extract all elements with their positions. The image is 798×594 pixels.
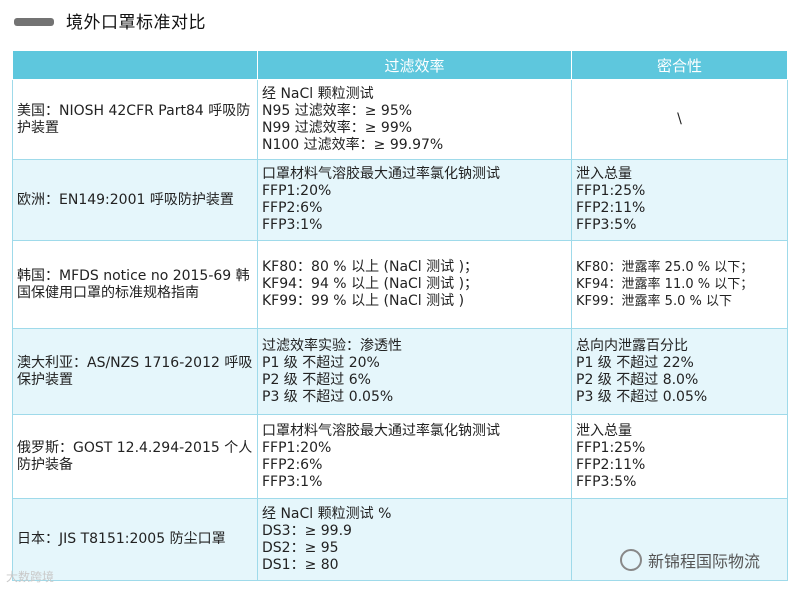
header-region — [12, 50, 258, 80]
fit-cell — [571, 498, 788, 581]
region-cell: 欧洲：EN149:2001 呼吸防护装置 — [12, 159, 258, 241]
table-row: 韩国：MFDS notice no 2015-69 韩国保健用口罩的标准规格指南… — [12, 240, 788, 329]
page-title: 境外口罩标准对比 — [66, 13, 206, 33]
watermark-right-text: 新锦程国际物流 — [648, 552, 761, 571]
fit-cell: KF80：泄露率 25.0 % 以下； KF94：泄露率 11.0 % 以下； … — [571, 240, 788, 329]
region-cell: 美国：NIOSH 42CFR Part84 呼吸防护装置 — [12, 79, 258, 160]
region-cell: 澳大利亚：AS/NZS 1716-2012 呼吸保护装置 — [12, 328, 258, 415]
header-filtration: 过滤效率 — [257, 50, 572, 80]
filtration-cell: 经 NaCl 颗粒测试 % DS3：≥ 99.9 DS2：≥ 95 DS1：≥ … — [257, 498, 572, 581]
filtration-cell: KF80：80 % 以上 (NaCl 测试 )； KF94：94 % 以上 (N… — [257, 240, 572, 329]
filtration-cell: 口罩材料气溶胶最大通过率氯化钠测试 FFP1:20% FFP2:6% FFP3:… — [257, 159, 572, 241]
header-fit: 密合性 — [571, 50, 788, 80]
region-cell: 俄罗斯：GOST 12.4.294-2015 个人防护装备 — [12, 414, 258, 499]
table-row: 澳大利亚：AS/NZS 1716-2012 呼吸保护装置 过滤效率实验：渗透性 … — [12, 328, 788, 415]
table-row: 日本：JIS T8151:2005 防尘口罩 经 NaCl 颗粒测试 % DS3… — [12, 498, 788, 581]
filtration-cell: 经 NaCl 颗粒测试 N95 过滤效率：≥ 95% N99 过滤效率：≥ 99… — [257, 79, 572, 160]
table-row: 美国：NIOSH 42CFR Part84 呼吸防护装置 经 NaCl 颗粒测试… — [12, 79, 788, 160]
region-cell: 韩国：MFDS notice no 2015-69 韩国保健用口罩的标准规格指南 — [12, 240, 258, 329]
standards-table: 过滤效率 密合性 美国：NIOSH 42CFR Part84 呼吸防护装置 经 … — [12, 50, 788, 581]
fit-cell: 泄入总量 FFP1:25% FFP2:11% FFP3:5% — [571, 159, 788, 241]
filtration-cell: 口罩材料气溶胶最大通过率氯化钠测试 FFP1:20% FFP2:6% FFP3:… — [257, 414, 572, 499]
watermark-left: 大数跨境 — [6, 570, 55, 584]
fit-cell: \ — [571, 79, 788, 160]
region-cell: 日本：JIS T8151:2005 防尘口罩 — [12, 498, 258, 581]
watermark-right: 新锦程国际物流 — [620, 548, 760, 572]
table-row: 欧洲：EN149:2001 呼吸防护装置 口罩材料气溶胶最大通过率氯化钠测试 F… — [12, 159, 788, 241]
filtration-cell: 过滤效率实验：渗透性 P1 级 不超过 20% P2 级 不超过 6% P3 级… — [257, 328, 572, 415]
blurred-logo — [14, 18, 54, 26]
fit-cell: 泄入总量 FFP1:25% FFP2:11% FFP3:5% — [571, 414, 788, 499]
table-header-row: 过滤效率 密合性 — [12, 50, 788, 80]
table-row: 俄罗斯：GOST 12.4.294-2015 个人防护装备 口罩材料气溶胶最大通… — [12, 414, 788, 499]
fit-cell: 总向内泄露百分比 P1 级 不超过 22% P2 级 不超过 8.0% P3 级… — [571, 328, 788, 415]
wechat-icon — [620, 549, 642, 571]
